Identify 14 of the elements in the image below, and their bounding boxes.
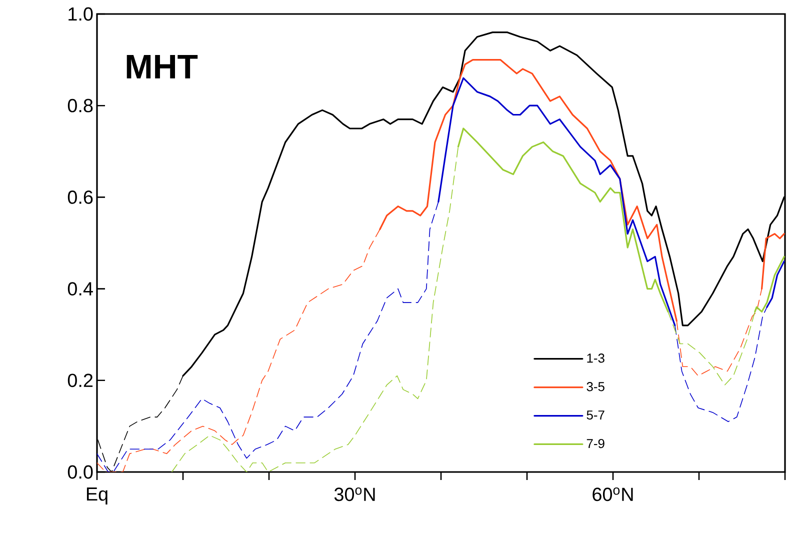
- legend-label: 1-3: [587, 354, 604, 363]
- legend-label: 3-5: [586, 382, 604, 392]
- legend-label: 7-9: [586, 438, 604, 448]
- legend-label: 5-7: [586, 410, 604, 420]
- y-tick-label: 0.6: [68, 190, 93, 204]
- annotation: MHT: [126, 55, 198, 78]
- y-tick-label: 0.2: [68, 374, 93, 388]
- x-tick-label: 30$^{o}$N: [334, 488, 375, 502]
- y-tick-label: 0.0: [68, 465, 93, 479]
- y-tick-label: 0.8: [68, 98, 93, 112]
- y-tick-label: 0.4: [68, 282, 93, 296]
- y-tick-label: 1.0: [68, 7, 93, 21]
- x-tick-label: 60$^{o}$N: [592, 488, 633, 502]
- x-tick-label: Eq: [86, 488, 108, 504]
